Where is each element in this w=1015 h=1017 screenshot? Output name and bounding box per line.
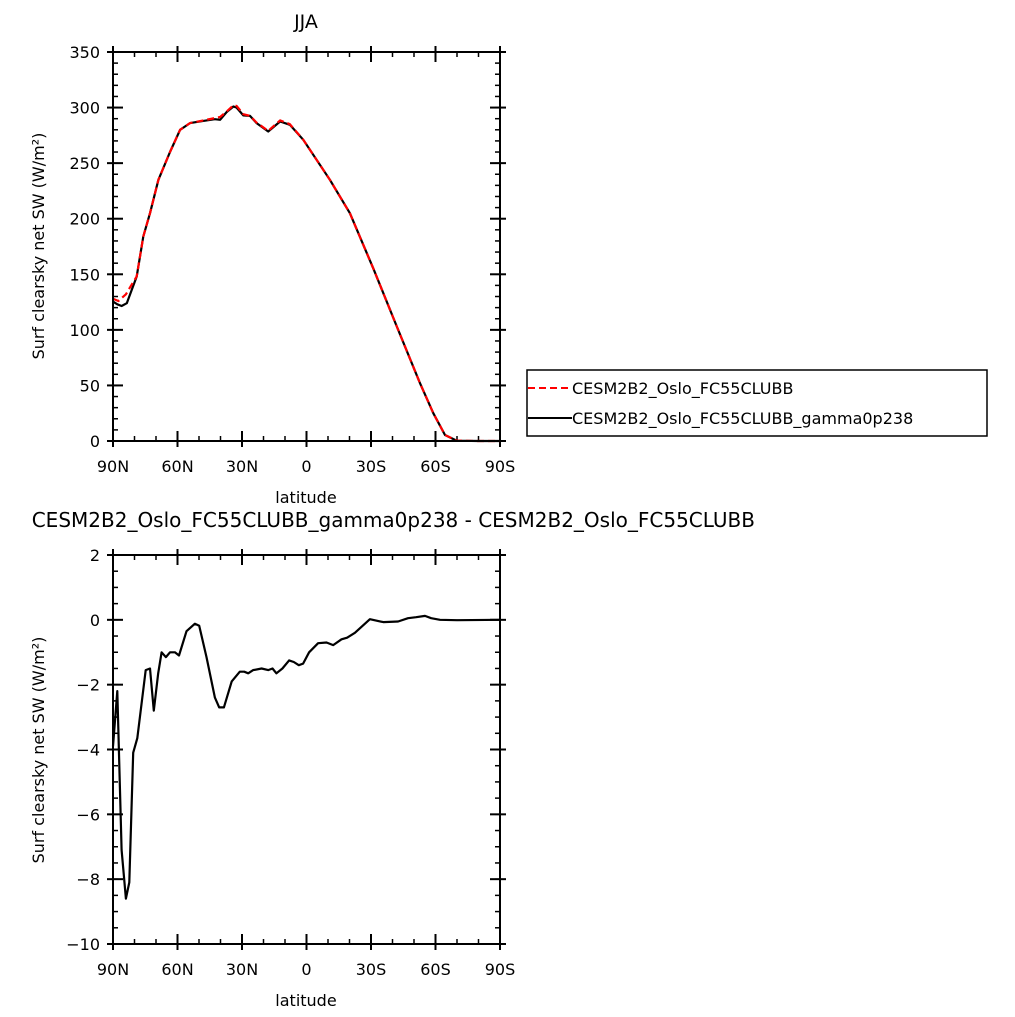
top-panel: JJA 90N 60N 30N 0 30S 60S 90S 0 50 100 150 200 250 30…: [29, 11, 515, 507]
top-y-tick-label: 150: [69, 265, 100, 284]
bottom-title: CESM2B2_Oslo_FC55CLUBB_gamma0p238 - CESM…: [32, 508, 755, 532]
bottom-plot-frame: [112, 554, 501, 945]
bottom-y-tick-label: −2: [76, 676, 100, 695]
bottom-x-tick-label: 60N: [161, 960, 193, 979]
top-y-tick-label: 350: [69, 43, 100, 62]
top-y-tick-label: 200: [69, 210, 100, 229]
top-y-tick-label: 250: [69, 154, 100, 173]
bottom-x-tick-label: 30N: [226, 960, 258, 979]
bottom-x-tick-label: 0: [301, 960, 311, 979]
top-series-line-a: [112, 104, 500, 443]
bottom-y-tick-label: −6: [76, 805, 100, 824]
top-title: JJA: [293, 11, 318, 33]
bottom-xlabel: latitude: [275, 991, 336, 1010]
legend: CESM2B2_Oslo_FC55CLUBB CESM2B2_Oslo_FC55…: [526, 369, 988, 437]
legend-label-test: CESM2B2_Oslo_FC55CLUBB_gamma0p238: [572, 409, 913, 429]
bottom-x-tick-label: 60S: [420, 960, 451, 979]
top-x-tick-label: 0: [301, 457, 311, 476]
bottom-y-tick-label: 2: [90, 546, 100, 565]
bottom-y-tick-label: −8: [76, 870, 100, 889]
bottom-panel: CESM2B2_Oslo_FC55CLUBB_gamma0p238 - CESM…: [29, 508, 755, 1010]
top-axes: 90N 60N 30N 0 30S 60S 90S 0 50 100 150 200 250 300 350: [69, 43, 515, 476]
bottom-series: [111, 614, 501, 900]
top-series: [112, 104, 500, 443]
top-x-tick-label: 60N: [161, 457, 193, 476]
top-x-tick-label: 60S: [420, 457, 451, 476]
bottom-x-tick-label: 30S: [356, 960, 387, 979]
bottom-y-tick-label: −4: [76, 741, 100, 760]
legend-label-control: CESM2B2_Oslo_FC55CLUBB: [572, 379, 793, 399]
top-series-line-b: [112, 105, 500, 443]
top-y-tick-label: 100: [69, 321, 100, 340]
top-x-tick-label: 30S: [356, 457, 387, 476]
bottom-y-tick-label: 0: [90, 611, 100, 630]
top-x-tick-label: 90N: [97, 457, 129, 476]
bottom-ylabel: Surf clearsky net SW (W/m²): [29, 637, 48, 864]
top-y-tick-label: 0: [90, 432, 100, 451]
bottom-series-line-a: [111, 614, 501, 900]
bottom-y-tick-label: −10: [66, 935, 100, 954]
bottom-x-tick-label: 90N: [97, 960, 129, 979]
top-y-tick-label: 50: [80, 376, 100, 395]
top-x-tick-label: 90S: [485, 457, 516, 476]
bottom-x-tick-label: 90S: [485, 960, 516, 979]
legend-box: [526, 369, 988, 437]
top-x-tick-label: 30N: [226, 457, 258, 476]
top-y-tick-label: 300: [69, 99, 100, 118]
top-plot-frame: [112, 51, 501, 442]
top-xlabel: latitude: [275, 488, 336, 507]
top-ylabel: Surf clearsky net SW (W/m²): [29, 133, 48, 360]
